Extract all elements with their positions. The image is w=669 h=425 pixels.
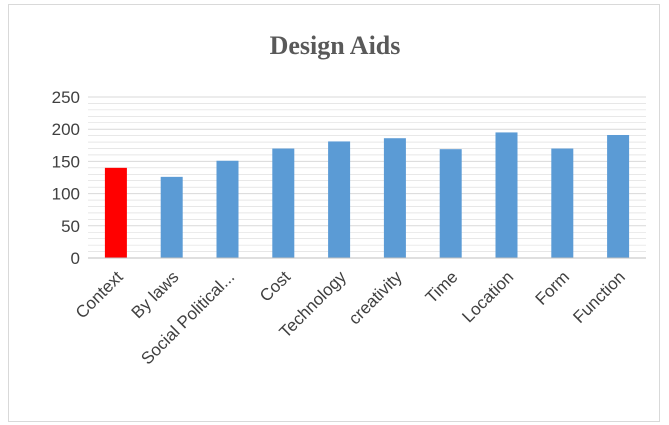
bar [607, 134, 630, 258]
bar [328, 141, 351, 258]
y-tick-label: 150 [52, 152, 80, 171]
x-tick-label: By laws [128, 267, 183, 322]
y-tick-label: 50 [61, 217, 80, 236]
bar [272, 148, 295, 258]
x-tick-label: Cost [256, 267, 294, 305]
x-tick-label: Form [532, 267, 573, 308]
bar [383, 138, 406, 258]
x-tick-label: creativity [345, 267, 406, 328]
x-tick-label: Function [569, 267, 629, 327]
x-tick-label: Time [422, 267, 462, 307]
bar [160, 176, 183, 258]
bar [439, 149, 462, 258]
y-tick-label: 0 [71, 249, 80, 268]
bar [495, 132, 518, 258]
chart-title: Design Aids [269, 31, 401, 60]
y-tick-label: 250 [52, 88, 80, 107]
y-tick-label: 100 [52, 185, 80, 204]
bar [216, 160, 239, 258]
x-tick-label: Social Political... [137, 267, 238, 368]
x-tick-label: Location [458, 267, 517, 326]
bar [104, 167, 127, 258]
bar [551, 148, 574, 258]
x-tick-label: Context [72, 267, 127, 322]
y-tick-label: 200 [52, 120, 80, 139]
